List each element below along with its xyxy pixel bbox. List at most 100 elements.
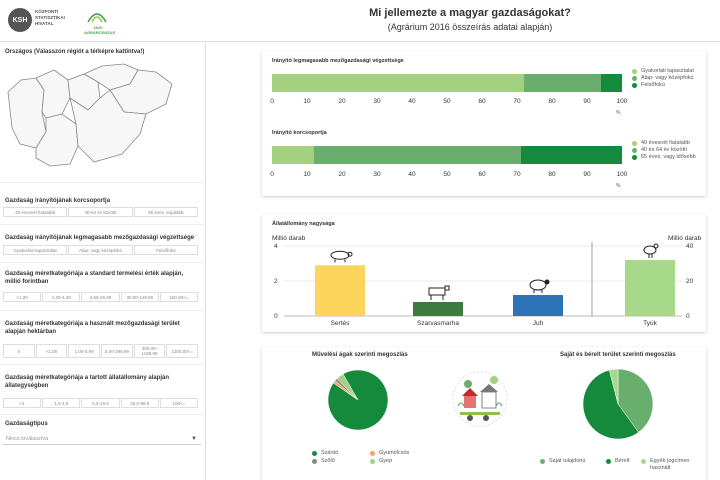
so-value-filter-button[interactable]: 1,20-4,49 bbox=[42, 292, 81, 302]
axis-tick-label: 40 bbox=[408, 171, 416, 178]
education-filter-button[interactable]: Felsőfokú bbox=[133, 245, 198, 255]
header: KSH KÖZPONTI STATISZTIKAI HIVATAL 2020 A… bbox=[0, 0, 720, 42]
pie-legend-label: Bérelt bbox=[615, 458, 630, 464]
livestock-filter-button[interactable]: 5,0-19,9 bbox=[81, 398, 120, 408]
ksh-logo-name: KÖZPONTI STATISZTIKAI HIVATAL bbox=[35, 9, 65, 26]
pie-legend-item[interactable]: Saját tulajdonú bbox=[540, 458, 585, 465]
pie-legend-item[interactable]: Szőlő bbox=[312, 458, 335, 465]
pie-legend-swatch bbox=[370, 459, 375, 464]
ksh-logo[interactable]: KSH bbox=[8, 8, 32, 32]
area-filter-button[interactable]: 1200,00<= bbox=[166, 344, 199, 358]
pie-legend-item[interactable]: Szántó bbox=[312, 450, 338, 457]
legend-label: 65 éves, vagy idősebb bbox=[641, 154, 696, 160]
axis-tick-label: 70 bbox=[513, 171, 521, 178]
livestock-category-label: Juh bbox=[532, 320, 544, 327]
pie-legend-item[interactable]: Bérelt bbox=[606, 458, 629, 465]
age-group-filter: 40 évesnél fiatalabb 40-64 év közötti 65… bbox=[3, 207, 199, 217]
pie-slice[interactable] bbox=[617, 368, 654, 433]
area-filter-button[interactable]: 0 bbox=[3, 344, 35, 358]
livestock-chart-title: Állatállomány nagysága bbox=[272, 221, 335, 227]
livestock-filter-button[interactable]: 20,0-99,9 bbox=[120, 398, 159, 408]
pig-icon bbox=[330, 250, 353, 263]
pie-legend-item[interactable]: Gyep bbox=[370, 458, 392, 465]
left-axis-tick: 0 bbox=[274, 313, 278, 320]
livestock-filter-button[interactable]: <1 bbox=[3, 398, 42, 408]
age-axis-ticks: 0 10 20 30 40 50 60 70 80 90 100 bbox=[270, 171, 632, 181]
stacked-bar-segment[interactable] bbox=[314, 146, 521, 164]
ownership-pie-title: Saját és bérelt terület szerinti megoszl… bbox=[560, 352, 676, 358]
stacked-bar-segment[interactable] bbox=[524, 74, 601, 92]
pie-slice[interactable] bbox=[336, 373, 359, 401]
right-axis-tick: 0 bbox=[686, 313, 690, 320]
axis-tick-label: 40 bbox=[408, 98, 416, 105]
pie-legend-swatch bbox=[606, 459, 611, 464]
axis-tick-label: 0 bbox=[270, 98, 274, 105]
axis-tick-label: 60 bbox=[478, 98, 486, 105]
area-filter-button[interactable]: 5,00-299,99 bbox=[101, 344, 133, 358]
axis-tick-label: 10 bbox=[303, 171, 311, 178]
age-filter-button[interactable]: 65 éves, legalább bbox=[133, 207, 198, 217]
legend-item[interactable]: Alap- vagy középfokú bbox=[632, 75, 694, 82]
legend-item[interactable]: 40 és 64 év közötti bbox=[632, 147, 696, 154]
livestock-filter-button[interactable]: 100<= bbox=[159, 398, 199, 408]
agrarcenzus-logo[interactable] bbox=[86, 8, 108, 24]
area-filter-button[interactable]: <1,00 bbox=[35, 344, 68, 358]
education-axis-ticks: 0 10 20 30 40 50 60 70 80 90 100 bbox=[270, 98, 632, 108]
pie-legend-label: Szántó bbox=[321, 450, 339, 456]
page-subtitle: (Agrárium 2016 összeírás adatai alapján) bbox=[387, 22, 553, 32]
so-value-filter-button[interactable]: 150,00<= bbox=[159, 292, 199, 302]
map-region-nyugat-dunantul[interactable] bbox=[7, 77, 47, 149]
education-filter-button[interactable]: Gyakorlati tapasztalat bbox=[3, 245, 68, 255]
livestock-filter-button[interactable]: 1,0-4,9 bbox=[42, 398, 81, 408]
livestock-bar[interactable] bbox=[315, 265, 365, 316]
area-filter-button[interactable]: 300,00-1199,99 bbox=[133, 344, 166, 358]
page-title: Mi jellemezte a magyar gazdaságokat? bbox=[369, 7, 571, 19]
pie-legend-item[interactable]: Egyéb jogcímen használt bbox=[641, 458, 701, 471]
age-filter-button[interactable]: 40 évesnél fiatalabb bbox=[3, 207, 68, 217]
livestock-bar[interactable] bbox=[513, 295, 563, 316]
age-legend: 40 évesnél fiatalabb 40 és 64 év közötti 6… bbox=[632, 140, 696, 161]
so-value-filter-button[interactable]: 4,50-29,99 bbox=[81, 292, 120, 302]
axis-tick-label: 0 bbox=[270, 171, 274, 178]
axis-tick-label: 30 bbox=[373, 171, 381, 178]
stacked-bar-segment[interactable] bbox=[520, 146, 622, 164]
so-value-filter-button[interactable]: <1,20 bbox=[3, 292, 42, 302]
legend-item[interactable]: 65 éves, vagy idősebb bbox=[632, 154, 696, 161]
legend-label: 40 és 64 év közötti bbox=[641, 147, 687, 153]
map-region-del-alfold[interactable] bbox=[69, 89, 147, 163]
livestock-bar[interactable] bbox=[625, 260, 675, 316]
livestock-left-axis-label: Millió darab bbox=[272, 235, 306, 242]
map-region-del-dunantul[interactable] bbox=[35, 113, 79, 167]
so-value-filter-button[interactable]: 30,00-149,99 bbox=[120, 292, 159, 302]
stacked-bar-segment[interactable] bbox=[272, 146, 314, 164]
livestock-filter-title: Gazdaság méretkategóriája a tartott álla… bbox=[5, 375, 170, 389]
pie-legend-item[interactable]: Gyümölcsös bbox=[370, 450, 409, 457]
age-filter-button[interactable]: 40-64 év közötti bbox=[68, 207, 133, 217]
legend-item[interactable]: Gyakorlati tapasztalat bbox=[632, 68, 694, 75]
area-filter-title: Gazdaság méretkategóriája a használt mez… bbox=[5, 321, 180, 335]
legend-item[interactable]: Felsőfokú bbox=[632, 82, 694, 89]
agrarcenzus-name: AGRÁRCENZUS bbox=[84, 30, 116, 35]
pie-legend-label: Szőlő bbox=[321, 458, 335, 464]
chevron-down-icon: ▼ bbox=[191, 436, 197, 442]
livestock-bar[interactable] bbox=[413, 302, 463, 316]
axis-tick-label: 100 bbox=[616, 171, 628, 178]
area-filter-button[interactable]: 1,00-4,99 bbox=[68, 344, 101, 358]
education-filter-button[interactable]: Alap- vagy középfokú bbox=[68, 245, 133, 255]
hungary-region-map[interactable] bbox=[6, 62, 176, 172]
farm-type-select[interactable]: Nincs kiválasztva ▼ bbox=[3, 433, 201, 445]
ownership-pie-chart bbox=[582, 368, 654, 440]
axis-tick-label: 100 bbox=[616, 98, 628, 105]
filter-sidebar: Országos (Válasszon régiót a térképre ka… bbox=[0, 42, 206, 480]
stacked-bar-segment[interactable] bbox=[601, 74, 622, 92]
pie-slice[interactable] bbox=[582, 369, 639, 440]
pie-slice[interactable] bbox=[608, 368, 619, 405]
pie-legend-swatch bbox=[370, 451, 375, 456]
stacked-bar-segment[interactable] bbox=[272, 74, 524, 92]
legend-label: 40 évesnél fiatalabb bbox=[641, 140, 690, 146]
cultivation-pie-title: Művelési ágak szerinti megoszlás bbox=[312, 352, 408, 358]
chicken-icon bbox=[643, 243, 659, 258]
livestock-filter: <1 1,0-4,9 5,0-19,9 20,0-99,9 100<= bbox=[3, 398, 199, 408]
so-value-filter-title: Gazdaság méretkategóriája a standard ter… bbox=[5, 271, 184, 285]
legend-item[interactable]: 40 évesnél fiatalabb bbox=[632, 140, 696, 147]
